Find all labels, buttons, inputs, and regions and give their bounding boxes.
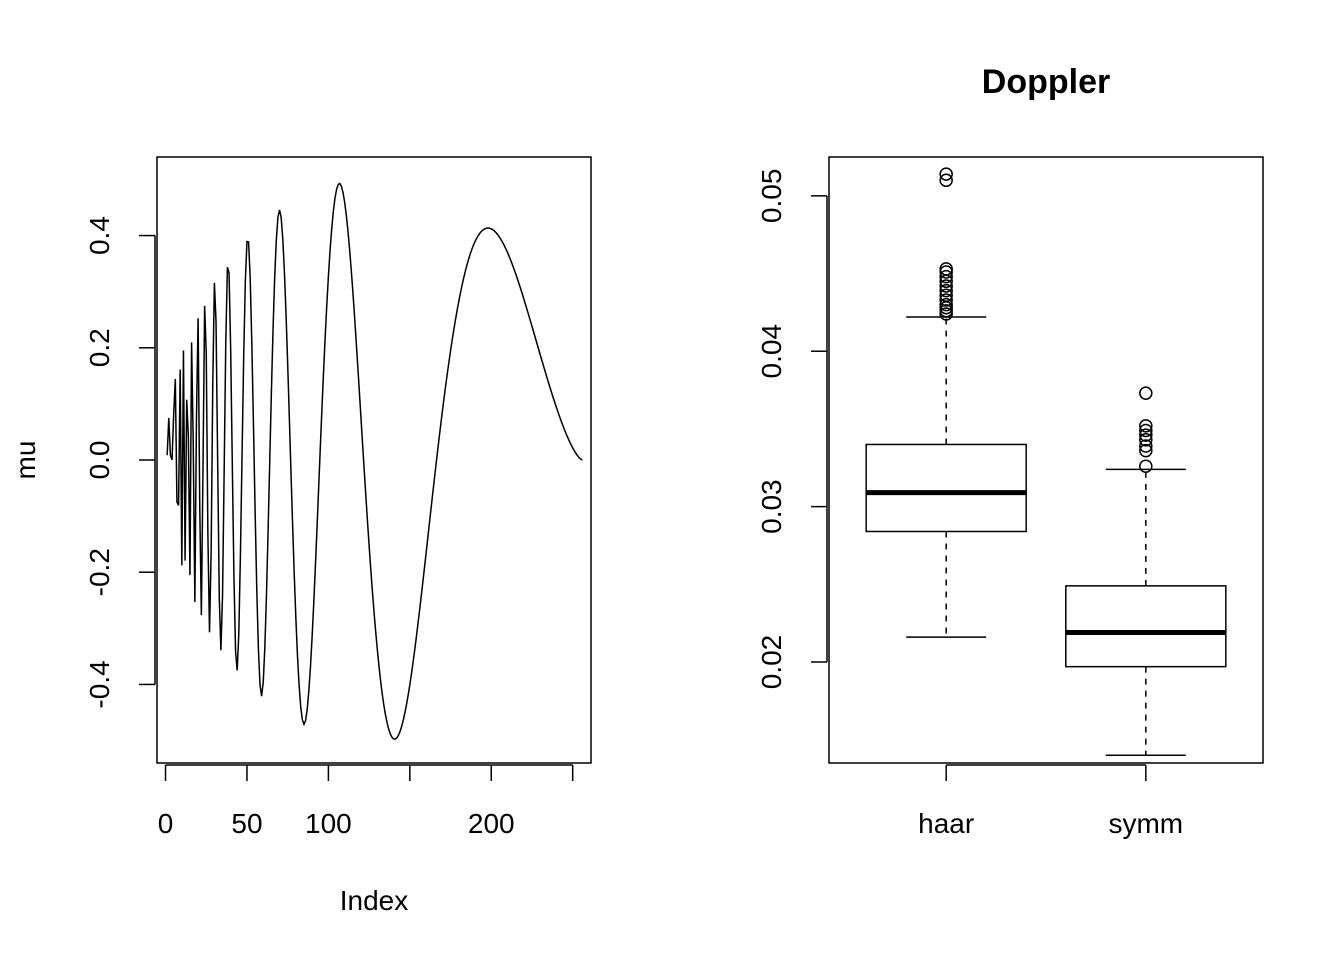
category-label-symm: symm <box>1108 808 1183 839</box>
box-symm <box>1065 386 1227 756</box>
outlier-point <box>939 288 953 303</box>
outlier-point <box>939 269 953 284</box>
outlier-point <box>939 304 953 318</box>
right-y-tick-label: 0.04 <box>756 324 787 379</box>
right-y-axis: 0.02 0.03 0.04 0.05 <box>756 169 828 690</box>
left-y-tick-label: -0.4 <box>84 660 115 708</box>
left-x-axis: 0 50 100 200 <box>158 764 574 839</box>
iqr-box <box>865 443 1027 533</box>
outlier-point <box>1139 419 1153 433</box>
signal-line <box>166 182 583 740</box>
outlier-point <box>1139 433 1153 447</box>
iqr-box <box>1065 585 1227 668</box>
left-x-tick-label: 200 <box>468 808 515 839</box>
right-plot-frame <box>828 156 1264 764</box>
left-x-tick-label: 0 <box>158 808 174 839</box>
right-y-tick-label: 0.03 <box>756 479 787 533</box>
outlier-point <box>939 265 953 279</box>
outlier-point <box>939 173 953 188</box>
left-plot-frame <box>156 156 592 764</box>
outlier-point <box>939 279 953 293</box>
left-y-axis: -0.4 -0.2 0.0 0.2 0.4 <box>84 216 156 709</box>
right-y-tick-label: 0.02 <box>756 635 787 690</box>
outlier-point <box>1139 443 1153 458</box>
left-y-axis-title: mu <box>10 441 41 480</box>
left-x-axis-title: Index <box>340 885 409 916</box>
category-label-haar: haar <box>918 808 974 839</box>
doppler-signal-line-chart: 0 50 100 200 -0.4 -0.2 0.0 0.2 0.4 Index mu <box>10 156 592 916</box>
right-y-tick-label: 0.05 <box>756 169 787 224</box>
left-y-tick-label: 0.4 <box>84 216 115 255</box>
outlier-point <box>939 283 953 298</box>
outlier-point <box>1139 439 1153 453</box>
left-y-tick-label: 0.0 <box>84 441 115 480</box>
left-y-tick-label: 0.2 <box>84 328 115 367</box>
boxes <box>865 167 1227 756</box>
boxplot-title: Doppler <box>982 63 1110 101</box>
outlier-point <box>1139 459 1153 473</box>
outlier-point <box>939 262 953 276</box>
doppler-boxplot: Doppler haar symm 0.02 0.03 0.04 0.05 <box>756 63 1264 839</box>
outlier-point <box>939 167 953 181</box>
left-x-tick-label: 50 <box>231 808 262 839</box>
left-x-tick-label: 100 <box>305 808 352 839</box>
outlier-point <box>1139 423 1153 438</box>
outlier-point <box>1139 428 1153 442</box>
outlier-point <box>939 307 953 321</box>
outlier-point <box>939 297 953 312</box>
box-haar <box>865 167 1027 638</box>
left-y-tick-label: -0.2 <box>84 548 115 596</box>
right-x-axis: haar symm <box>918 764 1183 839</box>
outlier-point <box>1139 386 1153 400</box>
outlier-point <box>939 293 953 307</box>
